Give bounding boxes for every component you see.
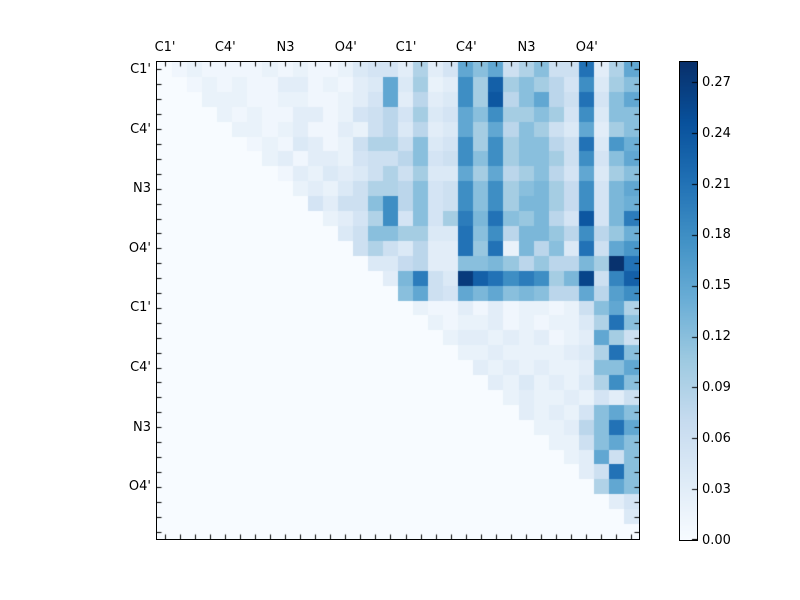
y-tick-label-3: O4': [128, 240, 151, 256]
colorbar-tick-label-0.21: 0.21: [702, 176, 731, 192]
y-tick-label-0: C1': [130, 61, 151, 77]
x-tick-label-2: N3: [276, 40, 295, 55]
x-tick-label-7: O4': [575, 40, 598, 55]
y-tick-label-7: O4': [128, 479, 151, 495]
y-tick-label-6: N3: [133, 419, 151, 435]
x-tick-label-6: N3: [517, 40, 536, 55]
x-tick-label-3: O4': [334, 40, 357, 55]
colorbar-tick-label-0.03: 0.03: [702, 481, 731, 497]
heatmap-image: [156, 61, 640, 540]
y-tick-label-4: C1': [130, 300, 151, 316]
colorbar-tick-label-0.24: 0.24: [702, 125, 731, 141]
colorbar-tick-label-0.00: 0.00: [702, 532, 731, 548]
colorbar-tick-label-0.27: 0.27: [702, 74, 731, 90]
colorbar: [679, 61, 698, 541]
colorbar-tick-label-0.12: 0.12: [702, 329, 731, 345]
y-tick-label-2: N3: [133, 181, 151, 197]
x-tick-label-5: C4': [455, 40, 477, 55]
x-tick-label-1: C4': [214, 40, 236, 55]
colorbar-tick-label-0.15: 0.15: [702, 278, 731, 294]
colorbar-tick-label-0.09: 0.09: [702, 379, 731, 395]
y-tick-label-5: C4': [130, 360, 151, 376]
colorbar-tick-label-0.06: 0.06: [702, 430, 731, 446]
colorbar-tick-label-0.18: 0.18: [702, 227, 731, 243]
y-tick-label-1: C4': [130, 121, 151, 137]
x-tick-label-4: C1': [395, 40, 417, 55]
x-tick-label-0: C1': [154, 40, 176, 55]
